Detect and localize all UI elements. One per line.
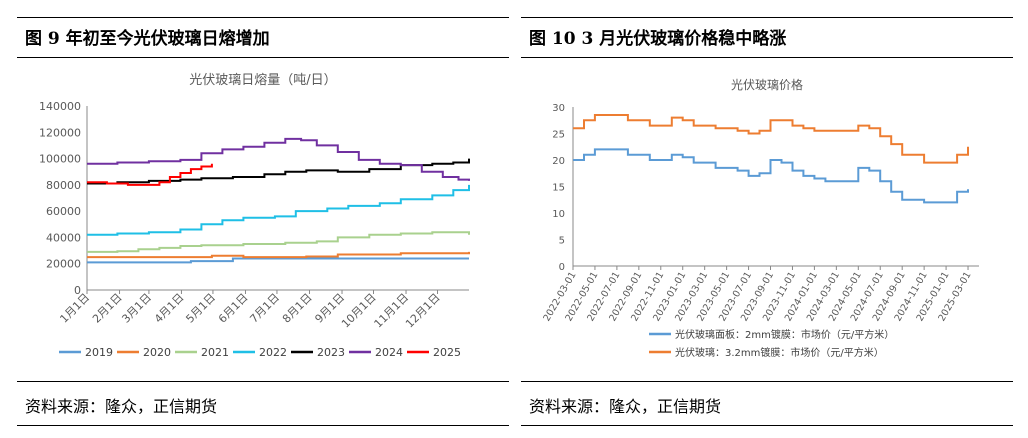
figure-10-panel: 图 10 3 月光伏玻璃价格稳中略涨 光伏玻璃价格 0 5 10 15 20 25 30 202… (521, 0, 1013, 438)
x-tick-label: 12月1日 (403, 291, 443, 331)
figure-title: 图 10 3 月光伏玻璃价格稳中略涨 (529, 29, 787, 49)
x-tick-label: 3月1日 (119, 291, 154, 326)
legend-label: 光伏玻璃：3.2mm镀膜：市场价（元/平方米） (675, 346, 884, 359)
series-line-2019 (87, 257, 469, 264)
title-rule (521, 57, 1013, 58)
series-line-2022 (87, 184, 470, 236)
x-tick-label: 6月1日 (216, 291, 251, 326)
y-tick-label: 5 (559, 236, 565, 247)
series-line-2020 (87, 251, 470, 259)
y-tick-label: 10 (552, 209, 565, 220)
x-tick-label: 5月1日 (183, 291, 218, 326)
source-note: 资料来源：隆众，正信期货 (529, 397, 722, 416)
legend-label: 2021 (201, 346, 229, 359)
legend-label: 2022 (259, 346, 287, 359)
series-line-2021 (87, 231, 470, 253)
source-rule (17, 381, 509, 382)
title-rule (17, 57, 509, 58)
x-tick-label: 8月1日 (280, 291, 315, 326)
y-tick-label: 100000 (39, 153, 81, 166)
bottom-rule (521, 425, 1013, 426)
top-rule (521, 17, 1013, 18)
figure-title: 图 9 年初至今光伏玻璃日熔增加 (25, 29, 270, 49)
figure-9-panel: 图 9 年初至今光伏玻璃日熔增加 光伏玻璃日熔量（吨/日） 0 20000 40000… (17, 0, 509, 438)
y-tick-label: 140000 (39, 100, 81, 113)
legend-label: 2025 (433, 346, 461, 359)
y-tick-label: 20 (552, 156, 565, 167)
series-line-1 (573, 114, 969, 164)
y-tick-label: 15 (552, 183, 565, 194)
x-tick-label: 4月1日 (152, 291, 187, 326)
legend-label: 2024 (375, 346, 403, 359)
x-tick-label: 10月1日 (339, 291, 379, 331)
top-rule (17, 17, 509, 18)
y-tick-label: 40000 (46, 231, 81, 244)
bottom-rule (17, 425, 509, 426)
daily-melt-chart: 光伏玻璃日熔量（吨/日） 0 20000 40000 60000 80000 100000 1… (39, 73, 470, 359)
chart-title: 光伏玻璃价格 (731, 77, 803, 92)
y-tick-label: 25 (552, 130, 565, 141)
y-tick-label: 0 (74, 284, 81, 297)
series-line-2025 (87, 163, 213, 186)
legend-label: 2020 (143, 346, 171, 359)
source-note: 资料来源：隆众，正信期货 (25, 397, 218, 416)
y-tick-label: 80000 (46, 179, 81, 192)
y-tick-label: 20000 (46, 258, 81, 271)
x-tick-label: 2月1日 (90, 291, 125, 326)
y-tick-label: 120000 (39, 126, 81, 139)
chart-title: 光伏玻璃日熔量（吨/日） (189, 73, 336, 88)
x-tick-label: 7月1日 (247, 291, 282, 326)
y-tick-label: 30 (552, 103, 565, 114)
y-tick-label: 0 (559, 262, 565, 273)
series-line-0 (573, 148, 969, 204)
legend-label: 2023 (317, 346, 345, 359)
series-line-2024 (87, 137, 470, 181)
price-chart: 光伏玻璃价格0510152025302022-03-012022-05-0120… (541, 77, 979, 359)
legend-label: 2019 (85, 346, 113, 359)
legend-label: 光伏玻璃面板：2mm镀膜：市场价（元/平方米） (675, 328, 894, 341)
y-tick-label: 60000 (46, 205, 81, 218)
source-rule (521, 381, 1013, 382)
